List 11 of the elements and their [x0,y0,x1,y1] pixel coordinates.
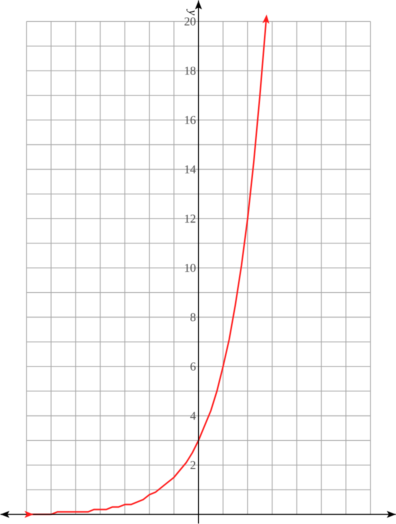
y-tick-label: 18 [184,66,196,75]
y-tick-label: 12 [184,214,196,223]
y-axis-title: y [186,8,194,16]
y-tick-label: 14 [184,165,196,174]
y-tick-label: 10 [184,264,196,272]
y-tick-label: 8 [190,313,196,322]
y-tick-label: 4 [190,412,196,420]
y-tick-label: 16 [184,116,196,124]
y-tick-label: 2 [190,461,196,470]
y-tick-label: 6 [190,362,196,370]
y-tick-label: 20 [184,17,196,26]
